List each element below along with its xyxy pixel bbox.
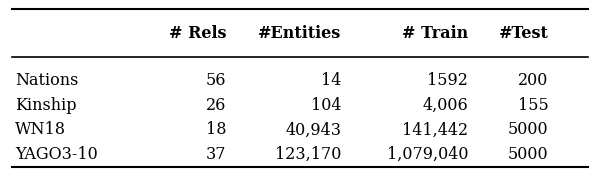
Text: Nations: Nations: [15, 72, 78, 89]
Text: # Rels: # Rels: [169, 25, 226, 42]
Text: 141,442: 141,442: [402, 121, 468, 138]
Text: 26: 26: [206, 97, 226, 114]
Text: 56: 56: [206, 72, 226, 89]
Text: #Test: #Test: [499, 25, 549, 42]
Text: 1,079,040: 1,079,040: [387, 146, 468, 163]
Text: 18: 18: [206, 121, 226, 138]
Text: 200: 200: [519, 72, 549, 89]
Text: 14: 14: [321, 72, 342, 89]
Text: WN18: WN18: [15, 121, 66, 138]
Text: 4,006: 4,006: [422, 97, 468, 114]
Text: #Entities: #Entities: [258, 25, 342, 42]
Text: Kinship: Kinship: [15, 97, 77, 114]
Text: 37: 37: [206, 146, 226, 163]
Text: YAGO3-10: YAGO3-10: [15, 146, 97, 163]
Text: 123,170: 123,170: [275, 146, 342, 163]
Text: # Train: # Train: [402, 25, 468, 42]
Text: 5000: 5000: [508, 121, 549, 138]
Text: 155: 155: [518, 97, 549, 114]
Text: 1592: 1592: [427, 72, 468, 89]
Text: 5000: 5000: [508, 146, 549, 163]
Text: 40,943: 40,943: [285, 121, 342, 138]
Text: 104: 104: [311, 97, 342, 114]
